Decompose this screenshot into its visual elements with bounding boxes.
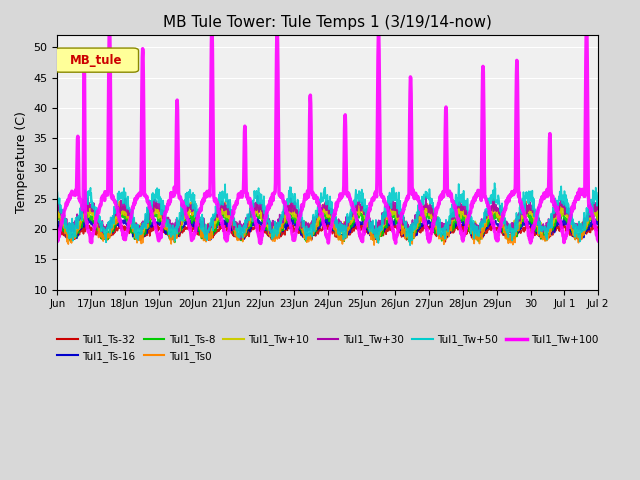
Text: MB_tule: MB_tule: [70, 54, 123, 67]
Y-axis label: Temperature (C): Temperature (C): [15, 111, 28, 214]
FancyBboxPatch shape: [54, 48, 138, 72]
Legend: Tul1_Ts-32, Tul1_Ts-16, Tul1_Ts-8, Tul1_Ts0, Tul1_Tw+10, Tul1_Tw+30, Tul1_Tw+50,: Tul1_Ts-32, Tul1_Ts-16, Tul1_Ts-8, Tul1_…: [53, 330, 603, 366]
Title: MB Tule Tower: Tule Temps 1 (3/19/14-now): MB Tule Tower: Tule Temps 1 (3/19/14-now…: [163, 15, 492, 30]
